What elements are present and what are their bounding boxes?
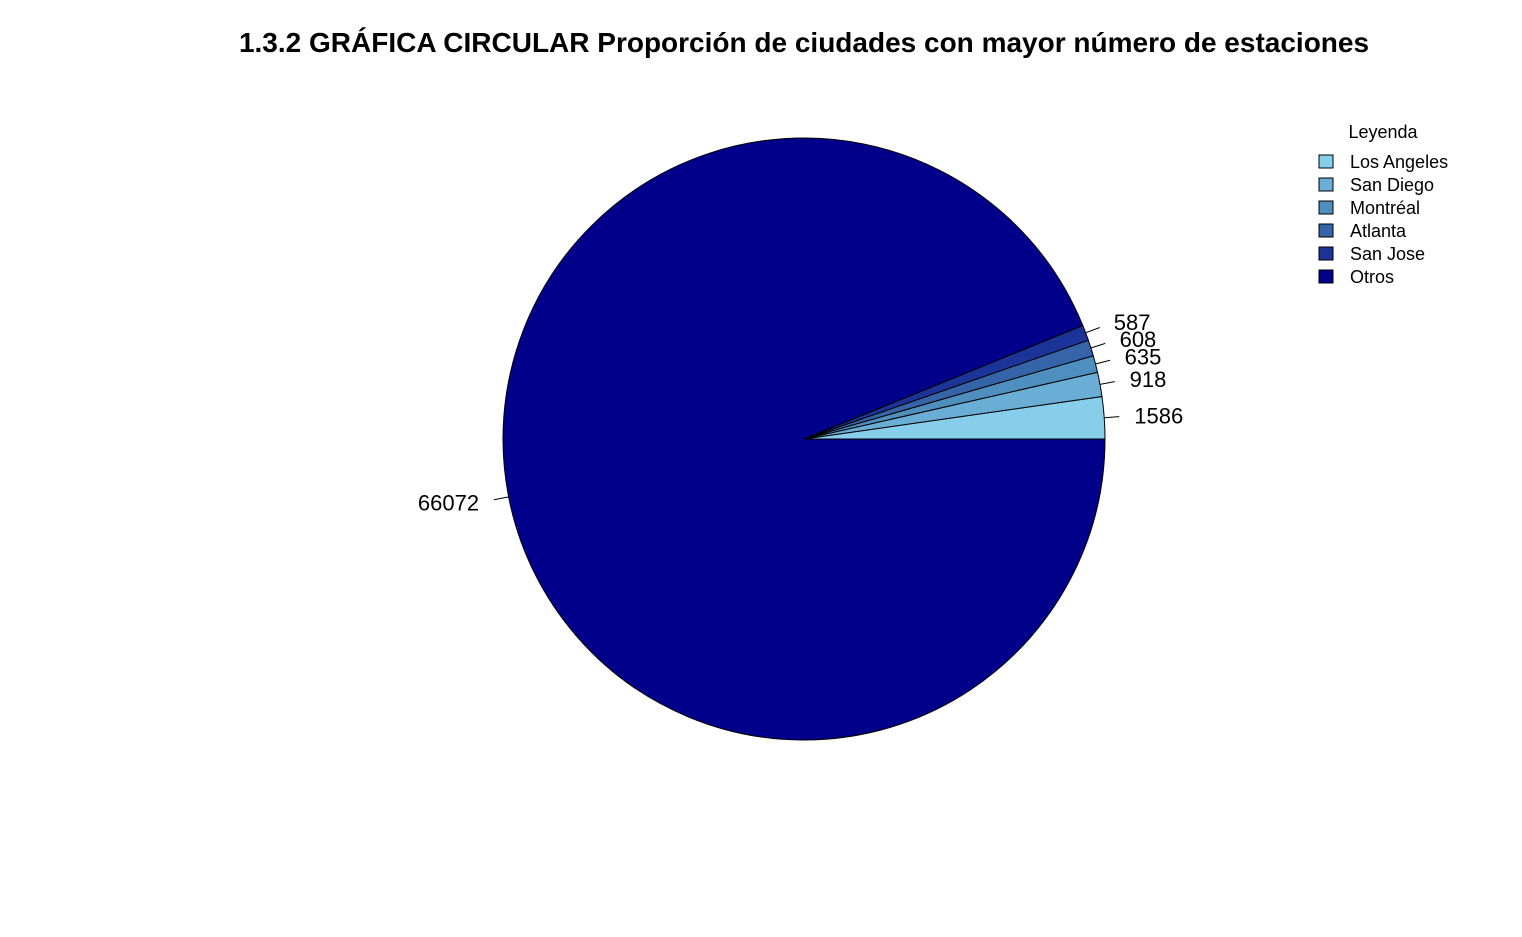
legend-label-montreal: Montréal [1350,198,1420,218]
legend-swatch-san-jose [1318,246,1334,261]
leader-line-san-diego [1099,381,1115,385]
pie-slices [502,137,1106,741]
legend: Leyenda Los Angeles San Diego Montréal Atla… [1318,122,1448,287]
chart-title: 1.3.2 GRÁFICA CIRCULAR Proporción de ciu… [239,27,1369,58]
legend-swatch-montreal [1318,200,1334,215]
legend-swatch-los-angeles [1318,154,1334,169]
legend-label-san-diego: San Diego [1350,175,1434,195]
legend-swatch-otros [1318,269,1334,284]
slice-label-atlanta: 608 [1120,327,1157,352]
pie-slice-otros [502,137,1106,741]
legend-items: Los Angeles San Diego Montréal Atlanta San J… [1318,152,1448,287]
leader-line-otros [493,496,509,501]
legend-swatch-atlanta [1318,223,1334,238]
legend-label-los-angeles: Los Angeles [1350,152,1448,172]
label-leader-lines [493,327,1120,501]
slice-label-montreal: 635 [1125,345,1162,370]
slice-label-san-diego: 918 [1130,367,1167,392]
leader-line-atlanta [1090,342,1106,349]
legend-title: Leyenda [1348,122,1418,142]
slice-label-los-angeles: 1586 [1134,404,1183,429]
legend-label-san-jose: San Jose [1350,244,1425,264]
slice-label-san-jose: 587 [1114,310,1151,335]
leader-line-los-angeles [1104,416,1120,419]
leader-line-san-jose [1085,327,1100,334]
slice-label-otros: 66072 [418,491,479,516]
legend-label-otros: Otros [1350,267,1394,287]
leader-line-montreal [1095,359,1111,365]
legend-label-atlanta: Atlanta [1350,221,1407,241]
legend-swatch-san-diego [1318,177,1334,192]
